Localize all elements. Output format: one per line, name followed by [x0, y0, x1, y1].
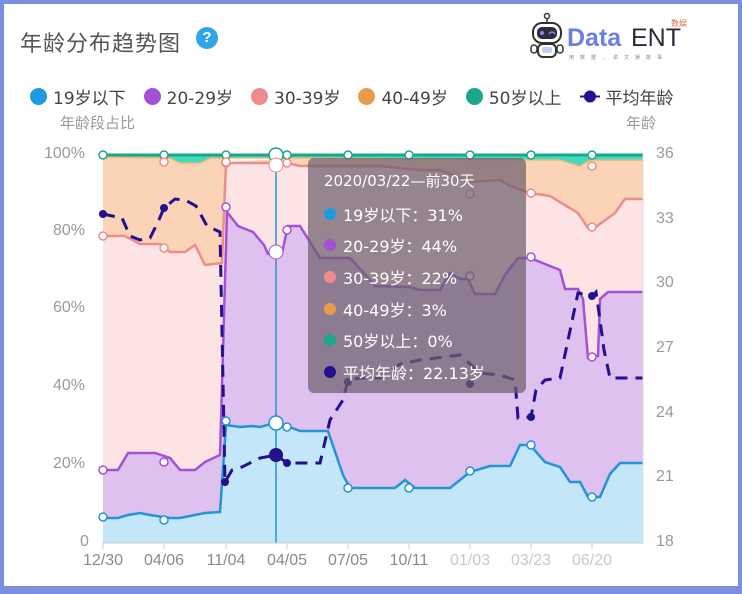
tooltip-row-average-age: 平均年龄：22.13岁	[324, 360, 485, 384]
legend-item-40-49[interactable]: 40-49岁	[358, 84, 448, 109]
legend-label: 20-29岁	[166, 89, 234, 109]
tooltip-row-20-29: 20-29岁：44%	[324, 233, 457, 257]
tooltip-dot-icon	[324, 271, 336, 283]
logo-badge: 数娱	[671, 19, 687, 28]
tooltip-dot-icon	[324, 208, 336, 220]
tooltip-row-over-50: 50岁以上：0%	[324, 328, 453, 352]
legend-dot-icon	[358, 88, 376, 105]
tooltip-row-label: 50岁以上：0%	[343, 332, 453, 351]
y2-tick: 24	[656, 404, 674, 421]
tooltip-dot-icon	[324, 334, 336, 346]
y2-tick: 21	[656, 468, 674, 485]
x-tick: 12/30	[82, 552, 124, 569]
tooltip-row-label: 平均年龄：22.13岁	[343, 364, 485, 383]
y2-tick: 36	[656, 145, 674, 162]
y2-tick: 18	[656, 533, 674, 550]
legend-label: 平均年龄	[605, 89, 674, 109]
logo-subtitle: 用数据，讲文娱故事	[569, 55, 669, 61]
legend-item-over-50[interactable]: 50岁以上	[465, 84, 562, 109]
x-tick: 01/03	[449, 552, 491, 569]
legend-dot-icon	[465, 88, 483, 105]
tooltip-row-under-19: 19岁以下：31%	[324, 202, 463, 226]
legend-label: 19岁以下	[53, 89, 126, 109]
x-tick: 04/06	[143, 552, 185, 569]
y2-tick: 27	[656, 339, 674, 356]
tooltip-row-label: 30-39岁：22%	[343, 269, 458, 288]
logo: Data ENT 数娱 用数据，讲文娱故事	[527, 12, 697, 62]
y-tick: 20%	[53, 455, 86, 472]
robot-icon	[530, 12, 564, 58]
tooltip-row-label: 20-29岁：44%	[343, 237, 458, 256]
logo-data-text: Data	[567, 24, 622, 52]
y-tick: 60%	[53, 299, 86, 316]
y-tick: 100%	[44, 145, 85, 162]
legend-item-20-29[interactable]: 20-29岁	[143, 84, 234, 109]
legend-label: 50岁以上	[488, 89, 562, 109]
y-tick: 0	[80, 533, 89, 550]
x-tick: 04/05	[266, 552, 308, 569]
right-axis-name: 年龄	[626, 114, 657, 132]
legend-dot-icon	[251, 88, 269, 105]
chart-title: 年龄分布趋势图	[20, 32, 182, 57]
tooltip-row-label: 40-49岁：3%	[343, 301, 447, 320]
x-tick: 11/04	[206, 552, 246, 569]
tooltip-title: 2020/03/22—前30天	[324, 172, 475, 190]
tooltip-row-label: 19岁以下：31%	[343, 206, 463, 225]
tooltip-row-40-49: 40-49岁：3%	[324, 297, 447, 321]
logo-ent-text: ENT	[631, 24, 681, 52]
x-tick: 06/20	[571, 552, 613, 569]
legend-dot-icon	[30, 88, 47, 105]
y2-tick: 30	[656, 274, 674, 291]
left-axis-name: 年龄段占比	[60, 114, 136, 132]
legend-item-average-age[interactable]: 平均年龄	[579, 84, 674, 109]
y-tick: 40%	[53, 377, 86, 394]
tooltip-dot-icon	[324, 303, 336, 315]
x-tick: 03/23	[510, 552, 552, 569]
help-icon[interactable]: ?	[196, 27, 218, 49]
line-under-19	[103, 421, 643, 520]
legend-item-under-19[interactable]: 19岁以下	[30, 84, 126, 109]
y2-tick: 33	[656, 210, 674, 227]
legend-label: 30-39岁	[274, 89, 341, 109]
x-tick: 07/05	[327, 552, 369, 569]
tooltip-dot-icon	[324, 239, 336, 251]
legend-label: 40-49岁	[381, 89, 448, 109]
legend-item-30-39[interactable]: 30-39岁	[251, 84, 340, 109]
area-under-19	[103, 423, 643, 543]
legend-dot-icon	[143, 88, 161, 105]
line-40-49	[102, 156, 643, 167]
tooltip-dot-icon	[324, 366, 336, 378]
legend-line-dot-icon	[579, 90, 600, 103]
x-tick: 10/11	[389, 552, 429, 569]
y-tick: 80%	[53, 222, 86, 239]
tooltip-row-30-39: 30-39岁：22%	[324, 265, 457, 289]
tooltip: 2020/03/22—前30天 19岁以下：31% 20-29岁：44% 30-…	[308, 158, 526, 393]
legend: 19岁以下 20-29岁 30-39岁 40-49岁 50岁以上 平均年龄	[30, 84, 674, 109]
